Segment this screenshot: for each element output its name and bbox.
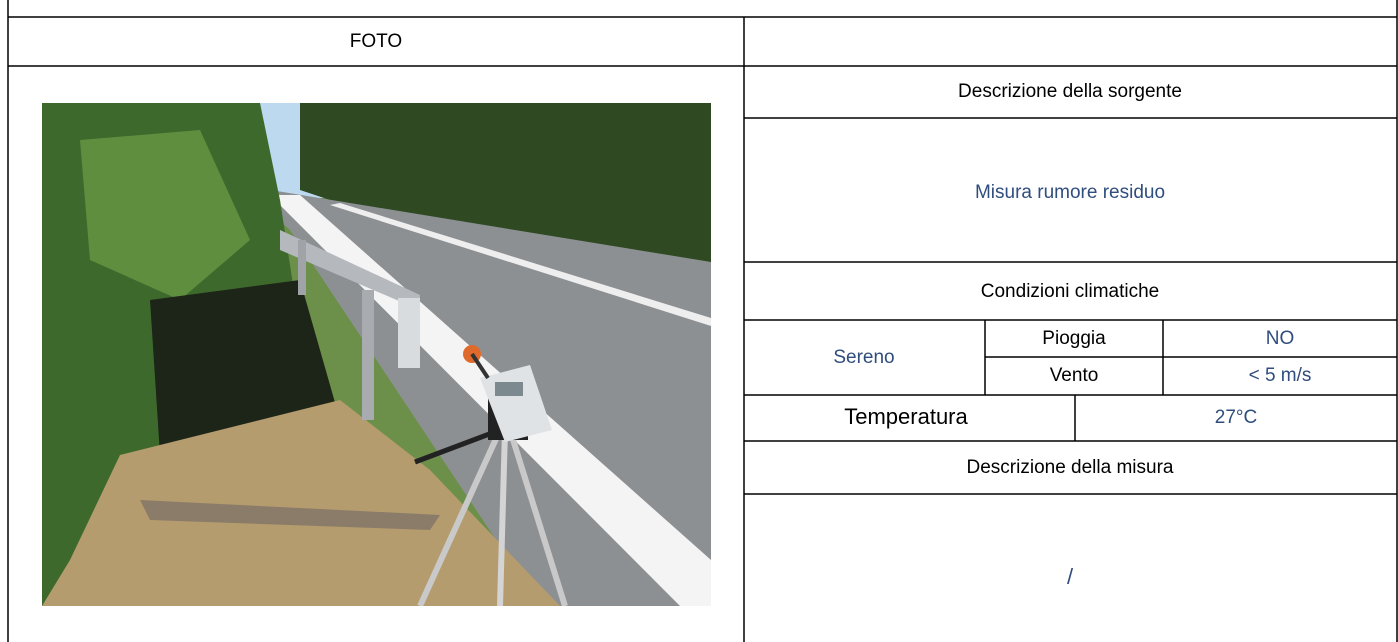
wind-value: < 5 m/s	[1249, 365, 1312, 386]
source-value: Misura rumore residuo	[975, 182, 1165, 203]
measure-value: /	[1067, 564, 1074, 589]
sky-value: Sereno	[833, 347, 894, 368]
temperature-label: Temperatura	[844, 404, 968, 429]
measure-label: Descrizione della misura	[967, 457, 1174, 478]
climate-label: Condizioni climatiche	[981, 281, 1159, 302]
rain-value: NO	[1266, 328, 1295, 349]
temperature-value: 27°C	[1215, 407, 1257, 428]
table-grid	[7, 0, 1398, 642]
source-label: Descrizione della sorgente	[958, 81, 1182, 102]
header-left: FOTO	[350, 31, 402, 52]
rain-label: Pioggia	[1042, 328, 1106, 349]
photo	[42, 103, 711, 606]
wind-label: Vento	[1050, 365, 1099, 386]
